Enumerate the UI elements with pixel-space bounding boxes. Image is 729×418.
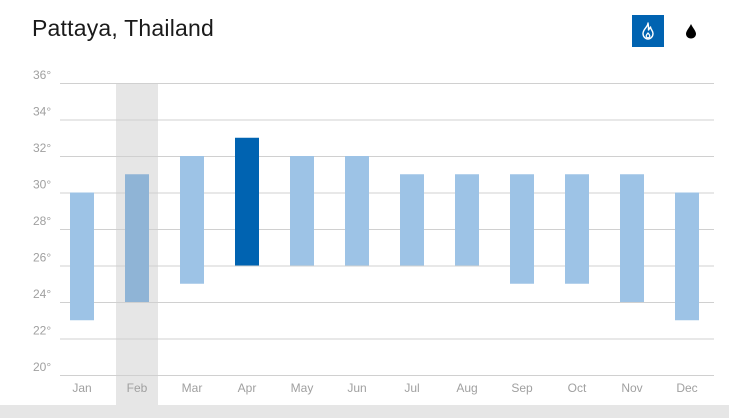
y-tick-label: 32° bbox=[33, 141, 51, 155]
y-tick-label: 34° bbox=[33, 105, 51, 119]
bar-jun[interactable] bbox=[345, 156, 369, 266]
precipitation-toggle-button[interactable] bbox=[675, 15, 707, 47]
x-tick-label: Jul bbox=[404, 381, 419, 395]
x-tick-label: Aug bbox=[456, 381, 477, 395]
bar-sep[interactable] bbox=[510, 174, 534, 284]
x-tick-label: Mar bbox=[182, 381, 203, 395]
x-tick-label: Oct bbox=[568, 381, 587, 395]
temperature-range-chart: 20° 22° 24° 26° 28° 30° 32° 34° 36° Jan Feb Mar Apr M… bbox=[33, 68, 714, 405]
x-tick-label: Dec bbox=[676, 381, 697, 395]
y-tick-label: 20° bbox=[33, 360, 51, 374]
x-tick-label: Apr bbox=[238, 381, 257, 395]
x-tick-label: Jun bbox=[347, 381, 366, 395]
temperature-toggle-button[interactable] bbox=[632, 15, 664, 47]
bar-feb[interactable] bbox=[125, 174, 149, 302]
y-tick-label: 22° bbox=[33, 324, 51, 338]
bar-oct[interactable] bbox=[565, 174, 589, 284]
bar-apr[interactable] bbox=[235, 137, 259, 266]
y-tick-label: 24° bbox=[33, 287, 51, 301]
page-title: Pattaya, Thailand bbox=[32, 15, 214, 41]
x-tick-label: Sep bbox=[511, 381, 533, 395]
x-tick-label: Jan bbox=[72, 381, 91, 395]
raindrop-icon bbox=[686, 24, 696, 39]
bottom-scroll-strip bbox=[0, 405, 729, 418]
flame-icon bbox=[642, 22, 654, 40]
x-tick-label: May bbox=[291, 381, 314, 395]
bar-mar[interactable] bbox=[180, 156, 204, 284]
bar-nov[interactable] bbox=[620, 174, 644, 302]
bar-jan[interactable] bbox=[70, 192, 94, 321]
bar-may[interactable] bbox=[290, 156, 314, 266]
bar-aug[interactable] bbox=[455, 174, 479, 266]
bar-dec[interactable] bbox=[675, 192, 699, 321]
y-tick-label: 26° bbox=[33, 251, 51, 265]
x-tick-label: Nov bbox=[621, 381, 642, 395]
y-tick-label: 36° bbox=[33, 68, 51, 82]
y-tick-label: 28° bbox=[33, 214, 51, 228]
x-tick-label: Feb bbox=[127, 381, 148, 395]
bar-jul[interactable] bbox=[400, 174, 424, 266]
y-tick-label: 30° bbox=[33, 178, 51, 192]
